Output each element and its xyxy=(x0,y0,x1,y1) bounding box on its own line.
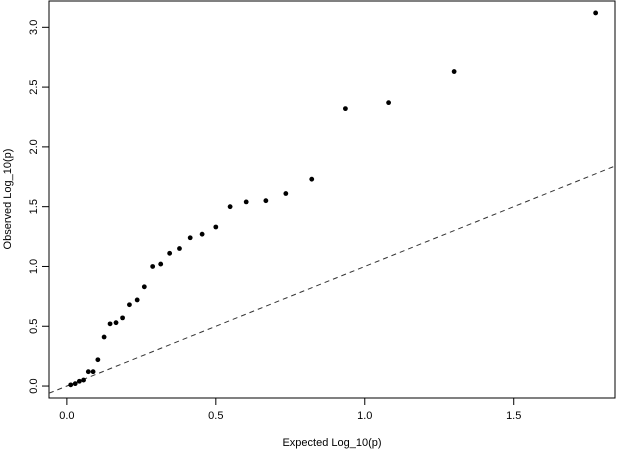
data-point xyxy=(72,381,78,387)
data-point xyxy=(213,224,219,230)
y-axis-title: Observed Log_10(p) xyxy=(2,149,14,250)
y-tick-label: 1.0 xyxy=(28,259,40,274)
x-axis: 0.0 0.5 1.0 1.5 xyxy=(59,398,521,422)
data-point xyxy=(199,231,205,237)
data-point xyxy=(593,10,599,16)
data-point xyxy=(343,106,348,112)
data-point xyxy=(76,378,82,384)
data-point xyxy=(309,176,315,182)
data-point xyxy=(113,320,119,326)
data-point xyxy=(150,264,156,269)
x-axis-title: Expected Log_10(p) xyxy=(282,437,381,449)
y-tick-label: 1.5 xyxy=(28,199,40,214)
plot-frame xyxy=(48,0,616,399)
data-point xyxy=(134,297,140,303)
data-point xyxy=(85,369,91,375)
data-point xyxy=(141,284,147,290)
data-point xyxy=(158,261,164,267)
data-point xyxy=(451,69,457,74)
reference-line xyxy=(48,165,616,394)
data-point xyxy=(127,302,132,308)
y-tick-label: 2.5 xyxy=(28,79,40,94)
x-tick-label: 1.0 xyxy=(357,410,372,422)
x-tick-label: 0.5 xyxy=(208,410,223,422)
y-tick-label: 0.5 xyxy=(28,319,40,334)
data-point xyxy=(107,321,113,327)
data-point xyxy=(243,199,249,205)
y-tick-label: 3.0 xyxy=(28,20,40,35)
data-point xyxy=(187,235,193,241)
data-point xyxy=(101,334,107,340)
y-axis: 0.0 0.5 1.0 1.5 2.0 2.5 3.0 xyxy=(28,20,49,394)
data-point xyxy=(81,377,86,383)
data-point xyxy=(68,382,74,388)
y-tick-label: 2.0 xyxy=(28,139,40,154)
x-tick-label: 0.0 xyxy=(59,410,74,422)
data-point xyxy=(167,250,173,256)
data-point xyxy=(90,369,96,375)
x-tick-label: 1.5 xyxy=(506,410,521,422)
data-point xyxy=(283,191,289,196)
data-point xyxy=(263,198,269,204)
data-point xyxy=(386,100,391,106)
data-point xyxy=(120,315,125,321)
data-points xyxy=(68,10,599,388)
data-point xyxy=(95,357,101,363)
data-point xyxy=(177,246,182,251)
y-tick-label: 0.0 xyxy=(28,378,40,393)
data-point xyxy=(227,204,233,210)
